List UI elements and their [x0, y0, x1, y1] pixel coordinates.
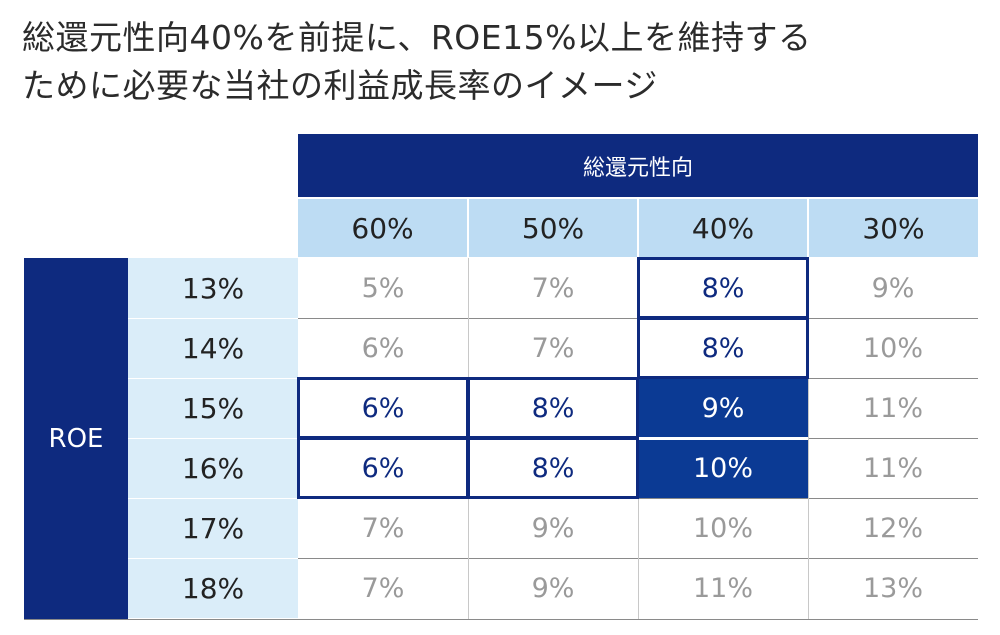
column-header: 30% [809, 199, 978, 257]
column-header: 40% [639, 199, 807, 257]
row-header: 15% [128, 379, 298, 438]
page-title: 総還元性向40%を前提に、ROE15%以上を維持する ために必要な当社の利益成長… [22, 14, 982, 110]
value-cell: 9% [701, 392, 745, 424]
value-cell: 6% [361, 332, 405, 364]
value-cell: 8% [531, 392, 575, 424]
value-cell: 7% [531, 272, 575, 304]
highlight-box [297, 437, 469, 499]
title-line-1: 総還元性向40%を前提に、ROE15%以上を維持する [22, 18, 812, 57]
row-group-label: ROE [24, 258, 128, 620]
value-cell: 10% [692, 452, 753, 484]
value-cell: 9% [531, 572, 575, 604]
value-cell: 7% [531, 332, 575, 364]
title-line-2: ために必要な当社の利益成長率のイメージ [22, 66, 658, 105]
value-cell: 9% [531, 512, 575, 544]
row-header: 13% [128, 258, 298, 318]
value-cell: 8% [701, 272, 745, 304]
value-cell: 6% [361, 392, 405, 424]
value-cell: 13% [862, 572, 923, 604]
highlight-fill [638, 378, 808, 438]
value-cell: 5% [361, 272, 405, 304]
highlight-box [297, 377, 469, 439]
value-cell: 7% [361, 512, 405, 544]
row-header: 18% [128, 559, 298, 618]
value-cell: 8% [701, 332, 745, 364]
value-cell: 11% [692, 572, 753, 604]
value-cell: 12% [862, 512, 923, 544]
value-cell: 10% [692, 512, 753, 544]
row-header: 16% [128, 439, 298, 498]
highlight-box [637, 317, 809, 379]
value-cell: 7% [361, 572, 405, 604]
highlight-box [467, 437, 639, 499]
value-cell: 9% [871, 272, 915, 304]
highlight-fill [638, 438, 808, 498]
column-header: 50% [469, 199, 637, 257]
value-cell: 10% [862, 332, 923, 364]
column-header: 60% [298, 199, 467, 257]
table-bottom-line [24, 619, 978, 620]
highlight-box [637, 257, 809, 319]
value-cell: 11% [862, 392, 923, 424]
row-header: 14% [128, 319, 298, 378]
column-group-header: 総還元性向 [298, 134, 978, 197]
row-header: 17% [128, 499, 298, 558]
column-divider [808, 258, 809, 620]
value-cell: 8% [531, 452, 575, 484]
fill-separator [638, 437, 808, 440]
value-cell: 11% [862, 452, 923, 484]
highlight-box [467, 377, 639, 439]
value-cell: 6% [361, 452, 405, 484]
